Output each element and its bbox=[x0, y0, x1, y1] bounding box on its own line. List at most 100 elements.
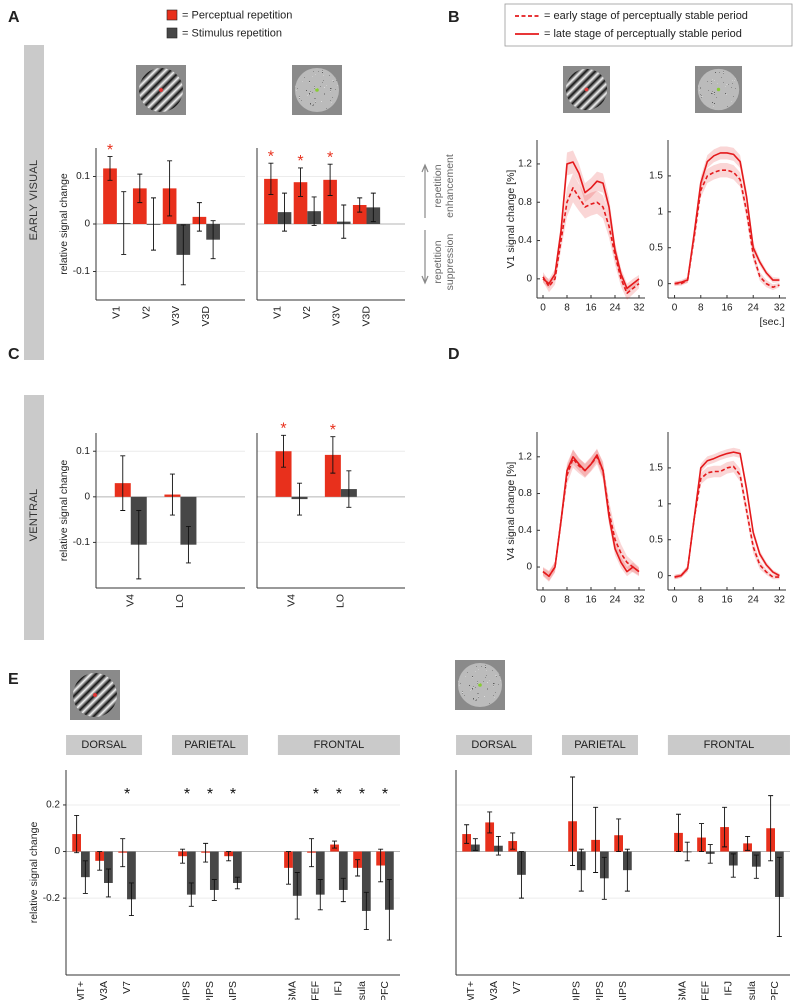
x-tick-label: V1 bbox=[272, 306, 284, 319]
group-label: PARIETAL bbox=[184, 739, 236, 751]
error-bar bbox=[472, 838, 478, 851]
stimulus-noise bbox=[455, 660, 505, 710]
error-bar bbox=[210, 220, 216, 260]
error-bar bbox=[495, 835, 501, 856]
x-tick-label: 32 bbox=[633, 595, 645, 606]
y-tick-label: 1.2 bbox=[518, 451, 532, 462]
error-bar bbox=[211, 879, 217, 901]
error-bar bbox=[601, 856, 607, 900]
x-tick-label: Insula bbox=[356, 981, 368, 1000]
y-axis-label: V4 signal change [%] bbox=[505, 462, 517, 561]
error-bar bbox=[355, 859, 361, 877]
error-bar bbox=[188, 882, 194, 907]
stimulus-noise bbox=[695, 66, 742, 113]
y-tick-label: 1.5 bbox=[649, 171, 663, 182]
group-label: PARIETAL bbox=[574, 739, 626, 751]
y-tick-label: 1 bbox=[657, 498, 663, 509]
error-band bbox=[543, 150, 639, 294]
group-band bbox=[277, 735, 400, 755]
x-tick-label: V3D bbox=[360, 306, 372, 327]
bar bbox=[315, 851, 325, 895]
x-tick-label: AIPS bbox=[227, 981, 239, 1000]
bar bbox=[209, 851, 219, 890]
x-tick-label: SMA bbox=[287, 981, 299, 1000]
significance-marker: * bbox=[336, 786, 342, 803]
line bbox=[674, 152, 780, 285]
error-bar bbox=[121, 191, 127, 255]
x-tick-label: 32 bbox=[633, 303, 645, 314]
error-bar bbox=[340, 877, 346, 903]
annotation: suppression bbox=[444, 234, 456, 291]
error-bar bbox=[317, 879, 323, 911]
error-bar bbox=[722, 806, 728, 848]
x-tick-label: hMT+ bbox=[465, 981, 477, 1000]
x-tick-label: 8 bbox=[564, 303, 570, 314]
y-tick-label: 1.2 bbox=[518, 159, 532, 170]
x-axis-label: [sec.] bbox=[759, 316, 784, 328]
legend-label: = early stage of perceptually stable per… bbox=[544, 10, 748, 22]
y-tick-label: 0.4 bbox=[518, 525, 532, 536]
error-bar bbox=[518, 851, 524, 899]
error-bar bbox=[169, 473, 175, 516]
significance-marker: * bbox=[107, 142, 113, 159]
y-tick-label: 0.8 bbox=[518, 197, 532, 208]
x-tick-label: V2 bbox=[301, 306, 313, 319]
bar bbox=[485, 822, 495, 852]
error-bar bbox=[74, 814, 80, 854]
error-bar bbox=[707, 844, 713, 864]
error-bar bbox=[151, 197, 157, 251]
significance-marker: * bbox=[268, 148, 274, 165]
x-tick-label: 24 bbox=[748, 303, 760, 314]
x-tick-label: LO bbox=[174, 594, 186, 608]
x-tick-label: Insula bbox=[746, 981, 758, 1000]
bar bbox=[352, 205, 367, 224]
line bbox=[542, 454, 640, 578]
x-tick-label: FEF bbox=[700, 981, 712, 1000]
error-bar bbox=[185, 526, 191, 564]
y-tick-label: 0 bbox=[526, 562, 532, 573]
side-band bbox=[24, 45, 44, 360]
x-tick-label: V7 bbox=[511, 981, 523, 994]
arrow bbox=[421, 163, 429, 218]
line bbox=[542, 456, 640, 578]
error-band bbox=[674, 460, 780, 580]
x-tick-label: V2 bbox=[140, 306, 152, 319]
error-bar bbox=[105, 868, 111, 898]
error-bar bbox=[203, 842, 209, 863]
error-bar bbox=[346, 470, 352, 508]
x-tick-label: 16 bbox=[721, 303, 733, 314]
x-tick-label: IFJ bbox=[723, 981, 735, 996]
line bbox=[674, 169, 780, 289]
group-band bbox=[667, 735, 790, 755]
bar bbox=[323, 179, 337, 224]
y-tick-label: 0.8 bbox=[518, 488, 532, 499]
x-tick-label: 8 bbox=[698, 303, 704, 314]
line bbox=[542, 187, 640, 295]
x-tick-label: POIPS bbox=[571, 981, 583, 1000]
x-tick-label: hMT+ bbox=[75, 981, 87, 1000]
annotation: enhancement bbox=[444, 154, 456, 218]
group-label: FRONTAL bbox=[314, 739, 365, 751]
stimulus-grating bbox=[136, 65, 186, 115]
line bbox=[674, 451, 780, 578]
x-tick-label: 24 bbox=[609, 595, 621, 606]
bar bbox=[127, 851, 136, 900]
error-bar bbox=[107, 156, 113, 181]
x-tick-label: V3V bbox=[331, 306, 343, 326]
error-bar bbox=[510, 832, 516, 850]
x-tick-label: 16 bbox=[721, 595, 733, 606]
error-bar bbox=[286, 851, 292, 885]
error-bar bbox=[363, 891, 369, 931]
bar bbox=[103, 168, 117, 224]
group-band bbox=[561, 735, 638, 755]
y-tick-label: 0.1 bbox=[76, 171, 90, 182]
x-tick-label: DLPFC bbox=[769, 981, 781, 1000]
y-axis-label: V1 signal change [%] bbox=[505, 170, 517, 269]
error-bar bbox=[137, 173, 143, 204]
x-tick-label: 32 bbox=[774, 595, 786, 606]
bar bbox=[132, 188, 147, 224]
x-tick-label: 0 bbox=[540, 595, 546, 606]
x-tick-label: V7 bbox=[121, 981, 133, 994]
error-bar bbox=[332, 840, 338, 849]
stimulus-grating bbox=[563, 66, 610, 113]
